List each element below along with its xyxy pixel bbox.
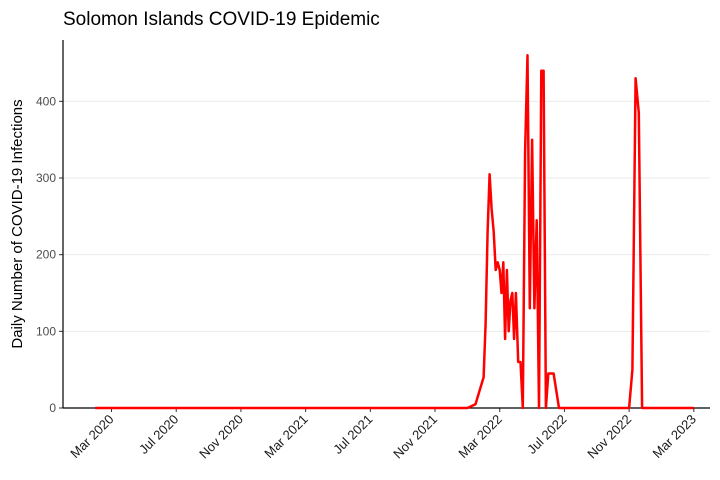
series-line [95,54,694,410]
x-tick-label: Jul 2021 [330,412,375,457]
chart-title: Solomon Islands COVID-19 Epidemic [63,9,380,30]
x-tick-label: Mar 2023 [650,412,699,461]
y-tick-label: 100 [36,324,56,338]
x-tick-label: Mar 2021 [261,412,310,461]
x-tick-label: Nov 2021 [390,412,440,462]
y-tick-label: 0 [49,401,56,415]
x-tick-label: Jul 2022 [524,412,569,457]
x-tick-label: Mar 2020 [67,412,116,461]
y-tick-label: 400 [36,94,56,108]
y-tick-label: 300 [36,171,56,185]
x-tick-label: Nov 2022 [584,412,634,462]
x-tick-label: Mar 2022 [455,412,504,461]
x-tick-label: Jul 2020 [136,412,181,457]
y-axis-label: Daily Number of COVID-19 Infections [9,99,26,348]
y-tick-label: 200 [36,248,56,262]
x-tick-label: Nov 2020 [196,412,246,462]
